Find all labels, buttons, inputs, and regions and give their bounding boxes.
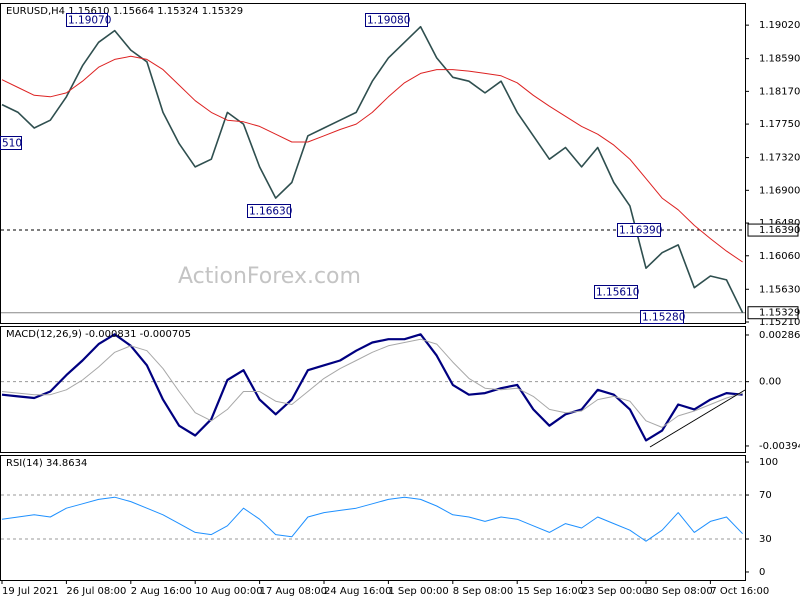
panel-frame — [0, 3, 746, 324]
panel-title: RSI(14) 34.8634 — [6, 458, 87, 469]
x-tick-label: 24 Aug 16:00 — [324, 586, 391, 597]
hline-label-box — [747, 223, 799, 237]
y-tick-label: 1.17750 — [759, 119, 800, 130]
series-line — [1, 25, 744, 314]
y-tick-label: 1.18590 — [759, 54, 800, 65]
annotation-box — [640, 310, 684, 324]
annotation-box — [365, 13, 409, 27]
x-tick-label: 30 Sep 08:00 — [646, 586, 713, 597]
annotation-box — [0, 136, 22, 150]
x-tick-label: 23 Sep 00:00 — [582, 586, 649, 597]
x-tick-label: 19 Jul 2021 — [2, 586, 59, 597]
y-tick-label: 30 — [759, 534, 772, 545]
annotation: 1.15280 — [642, 312, 685, 324]
y-tick-label: 1.15630 — [759, 284, 800, 295]
annotation-box — [594, 285, 638, 299]
y-tick-label: 70 — [759, 490, 772, 501]
panel-frame — [0, 326, 746, 453]
panel-title: EURUSD,H4 1.15610 1.15664 1.15324 1.1532… — [6, 6, 243, 17]
annotation: 1.16630 — [249, 206, 292, 218]
series-line — [1, 333, 743, 442]
panel-frame — [0, 455, 746, 581]
y-tick-label: 0.002861 — [759, 330, 800, 341]
y-tick-label: 1.16900 — [759, 185, 800, 196]
y-tick-label: 1.17320 — [759, 153, 800, 164]
trendline — [649, 389, 746, 448]
y-tick-label: 1.16480 — [759, 218, 800, 229]
annotation-box — [617, 223, 661, 237]
x-tick-label: 17 Aug 08:00 — [260, 586, 327, 597]
hline-label: 1.16390 — [759, 225, 800, 236]
series-line — [1, 338, 743, 428]
x-tick-label: 2 Aug 16:00 — [131, 586, 192, 597]
last-price-label: 1.15329 — [759, 308, 800, 319]
panel-title: MACD(12,26,9) -0.000831 -0.000705 — [6, 329, 191, 340]
x-tick-label: 26 Jul 08:00 — [66, 586, 126, 597]
last-price-box — [747, 306, 799, 320]
annotation: 1.19070 — [68, 15, 111, 27]
x-tick-label: 8 Sep 08:00 — [453, 586, 513, 597]
annotation: 1.19080 — [367, 15, 410, 27]
annotation-box — [247, 204, 291, 218]
annotation: 1.16390 — [619, 225, 662, 237]
watermark: ActionForex.com — [178, 264, 361, 289]
annotation: 1.15610 — [596, 287, 639, 299]
x-tick-label: 7 Oct 16:00 — [710, 586, 769, 597]
series-line — [1, 55, 743, 263]
y-tick-label: 0 — [759, 567, 765, 578]
annotation: 510 — [2, 138, 22, 150]
y-tick-label: 0.00 — [759, 377, 781, 388]
x-tick-label: 10 Aug 00:00 — [195, 586, 262, 597]
y-tick-label: 100 — [759, 457, 778, 468]
x-tick-label: 1 Sep 00:00 — [388, 586, 448, 597]
y-tick-label: 1.19020 — [759, 20, 800, 31]
y-tick-label: -0.00394 — [759, 441, 800, 452]
annotation-box — [66, 13, 108, 27]
series-line — [1, 496, 743, 542]
y-tick-label: 1.18170 — [759, 86, 800, 97]
y-tick-label: 1.16060 — [759, 251, 800, 262]
x-tick-label: 15 Sep 16:00 — [517, 586, 584, 597]
y-tick-label: 1.15210 — [759, 317, 800, 328]
